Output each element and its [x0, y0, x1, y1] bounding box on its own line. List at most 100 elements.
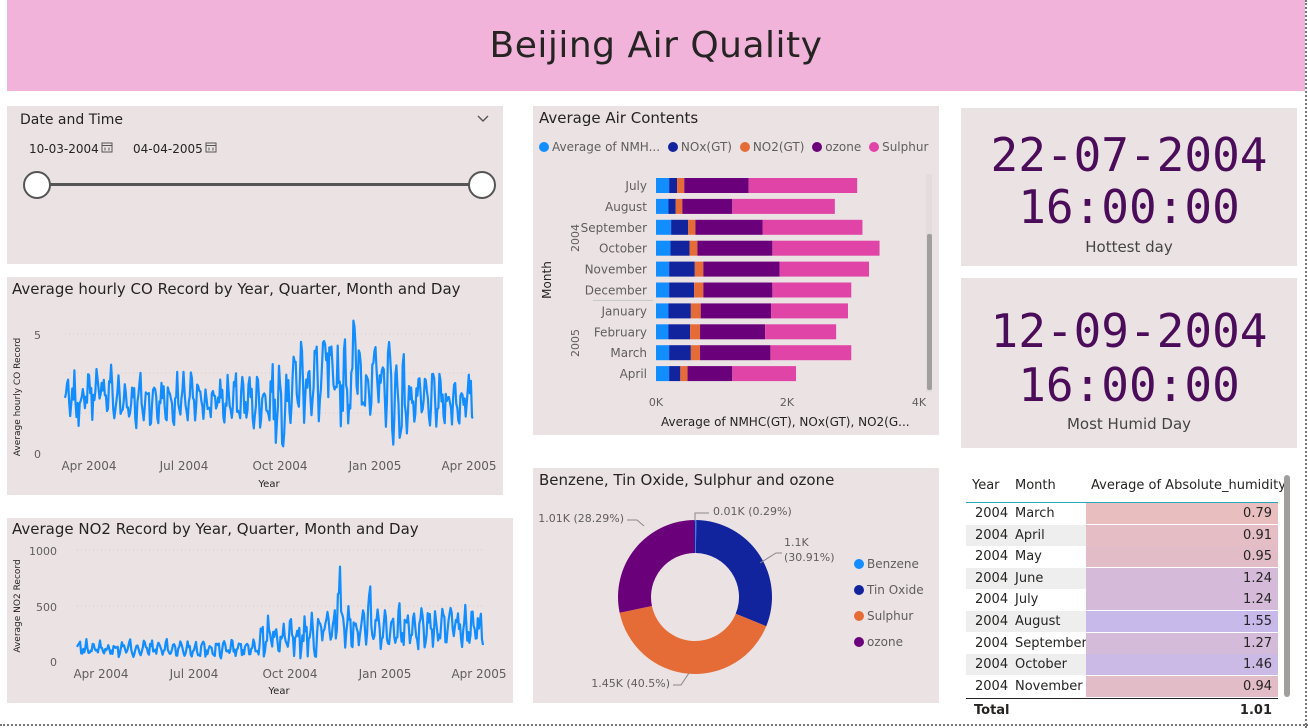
air-bar-segment[interactable] [694, 282, 704, 298]
air-bar-segment[interactable] [690, 345, 701, 361]
table-total-row: Total 1.01 [966, 698, 1278, 721]
start-date-input[interactable]: 10-03-2004 [23, 139, 123, 159]
donut-slice[interactable] [618, 520, 695, 613]
air-bar-segment[interactable] [668, 303, 691, 319]
air-bar-segment[interactable] [690, 324, 701, 340]
air-bar-segment[interactable] [670, 240, 690, 256]
calendar-icon[interactable] [205, 141, 217, 153]
pollutant-donut-chart[interactable]: 0.01K (0.29%) 1.1K (30.91%) 1.45K (40.5%… [533, 468, 939, 703]
air-bar-segment[interactable] [779, 261, 870, 277]
air-bar-segment[interactable] [669, 178, 678, 193]
air-bar-segment[interactable] [748, 178, 858, 193]
table-row[interactable]: 2004 August 1.55 [966, 611, 1278, 632]
air-bar-segment[interactable] [668, 324, 691, 340]
legend-item[interactable]: Sulphur [854, 603, 924, 629]
header-month[interactable]: Month [1015, 478, 1056, 493]
air-bar-segment[interactable] [677, 178, 685, 193]
slider-handle-start[interactable] [23, 171, 51, 199]
air-bar-segment[interactable] [772, 240, 880, 256]
air-bar-segment[interactable] [771, 303, 848, 319]
air-bar-segment[interactable] [770, 345, 852, 361]
air-bar-segment[interactable] [656, 240, 671, 256]
air-bar-segment[interactable] [732, 198, 835, 214]
legend-item[interactable]: NOx(GT) [667, 140, 732, 154]
air-bar-segment[interactable] [682, 198, 733, 214]
legend-item[interactable]: Benzene [854, 551, 924, 577]
table-row[interactable]: 2004 May 0.95 [966, 546, 1278, 568]
donut-slice[interactable] [695, 520, 772, 627]
air-bar-segment[interactable] [656, 303, 669, 319]
slider-track[interactable] [36, 183, 482, 186]
air-year-label: 2004 [569, 224, 582, 252]
table-row[interactable]: 2004 November 0.94 [966, 675, 1278, 697]
header-humidity[interactable]: Average of Absolute_humidity [1091, 478, 1286, 493]
air-bar-segment[interactable] [684, 178, 749, 193]
legend-item[interactable]: Average of NMH... [539, 140, 660, 154]
air-bar-segment[interactable] [700, 324, 766, 340]
air-bar-segment[interactable] [656, 366, 670, 382]
air-ylabel: Month [540, 261, 554, 299]
air-bar-segment[interactable] [656, 261, 670, 277]
donut-slice[interactable] [619, 606, 767, 674]
legend-item[interactable]: ozone [812, 140, 861, 154]
air-bar-segment[interactable] [656, 282, 670, 298]
air-bar-segment[interactable] [765, 324, 837, 340]
air-bar-segment[interactable] [694, 261, 704, 277]
air-category-label: February [594, 325, 647, 339]
air-bar-segment[interactable] [656, 219, 672, 235]
humidity-table[interactable]: Year Month Average of Absolute_humidity … [966, 474, 1296, 722]
table-row[interactable]: 2004 March 0.79 [966, 503, 1278, 524]
air-bar-segment[interactable] [762, 219, 863, 235]
air-bar-segment[interactable] [668, 198, 676, 214]
chevron-down-icon[interactable] [476, 112, 490, 126]
end-date-input[interactable]: 04-04-2005 [127, 139, 227, 159]
table-row[interactable]: 2004 June 1.24 [966, 567, 1278, 589]
air-bar-segment[interactable] [772, 282, 852, 298]
air-bar-segment[interactable] [732, 366, 797, 382]
air-bar-segment[interactable] [656, 178, 670, 193]
table-scrollbar-thumb[interactable] [1284, 475, 1290, 697]
air-bar-segment[interactable] [703, 282, 773, 298]
air-bar-segment[interactable] [669, 282, 695, 298]
air-bar-segment[interactable] [680, 366, 688, 382]
air-bar-segment[interactable] [669, 261, 695, 277]
air-bar-segment[interactable] [695, 219, 763, 235]
air-category-label: October [599, 242, 647, 256]
calendar-icon[interactable] [101, 141, 113, 153]
air-bar-segment[interactable] [687, 366, 733, 382]
ozone-leader [627, 519, 645, 527]
air-bar-segment[interactable] [671, 219, 689, 235]
air-stacked-bar-chart[interactable]: Month 2004 2005 0K 2K 4K Average of NMHC… [533, 106, 939, 435]
air-bar-segment[interactable] [700, 303, 772, 319]
no2-ytick: 0 [50, 656, 57, 669]
pollutant-donut-panel: Benzene, Tin Oxide, Sulphur and ozone 0.… [533, 468, 939, 703]
legend-item[interactable]: Sulphur [869, 140, 928, 154]
table-row[interactable]: 2004 July 1.24 [966, 589, 1278, 611]
legend-item[interactable]: NO2(GT) [739, 140, 804, 154]
air-bar-segment[interactable] [689, 240, 698, 256]
air-bar-segment[interactable] [688, 219, 696, 235]
air-bar-segment[interactable] [656, 324, 669, 340]
table-row[interactable]: 2004 September 1.27 [966, 632, 1278, 654]
date-slicer[interactable]: Date and Time 10-03-2004 04-04-2005 [7, 106, 503, 264]
legend-item[interactable]: ozone [854, 629, 924, 655]
air-bar-segment[interactable] [669, 366, 681, 382]
air-scrollbar-thumb[interactable] [927, 234, 932, 390]
air-bar-segment[interactable] [656, 345, 670, 361]
air-bar-segment[interactable] [656, 198, 669, 214]
header-year[interactable]: Year [972, 478, 1000, 493]
slider-handle-end[interactable] [468, 171, 496, 199]
co-line-chart[interactable]: 5 0 Average hourly CO Record Apr 2004 Ju… [7, 277, 503, 495]
table-row[interactable]: 2004 October 1.46 [966, 654, 1278, 676]
no2-line-chart[interactable]: 1000 500 0 Average NO2 Record Apr 2004 J… [7, 518, 513, 703]
air-bar-segment[interactable] [703, 261, 780, 277]
air-bar-segment[interactable] [675, 198, 683, 214]
table-row[interactable]: 2004 April 0.91 [966, 524, 1278, 546]
air-bar-segment[interactable] [700, 345, 771, 361]
donut-slice[interactable] [695, 520, 697, 554]
legend-item[interactable]: Tin Oxide [854, 577, 924, 603]
air-bar-segment[interactable] [697, 240, 773, 256]
air-bar-segment[interactable] [690, 303, 701, 319]
dashboard-title: Beijing Air Quality [489, 25, 823, 66]
air-bar-segment[interactable] [669, 345, 691, 361]
